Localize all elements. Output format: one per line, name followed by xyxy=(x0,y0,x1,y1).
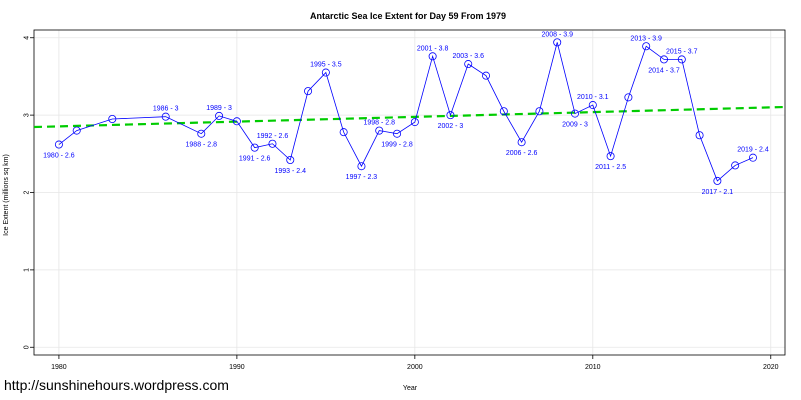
data-point xyxy=(197,129,206,138)
x-tick-label: 2020 xyxy=(763,364,779,371)
point-label: 2011 - 2.5 xyxy=(595,164,626,171)
data-point xyxy=(286,155,295,164)
point-label: 2008 - 3.9 xyxy=(541,31,573,38)
x-tick-label: 1980 xyxy=(51,364,67,371)
point-labels: 1980 - 2.6 1986 - 3 1988 - 2.8 1989 - 3 1991… xyxy=(43,31,769,196)
data-point xyxy=(677,55,686,64)
point-label: 2019 - 2.4 xyxy=(737,147,769,154)
data-point xyxy=(695,131,704,140)
data-point xyxy=(161,112,170,121)
data-point xyxy=(731,161,740,170)
data-point xyxy=(108,114,117,123)
data-point xyxy=(642,42,651,51)
trend-line-path xyxy=(33,105,786,129)
x-tick-label: 1990 xyxy=(229,364,245,371)
point-label: 2002 - 3 xyxy=(438,123,464,130)
data-point xyxy=(232,117,241,126)
x-axis-title: Year xyxy=(403,385,418,392)
data-point xyxy=(215,111,224,120)
point-label: 2010 - 3.1 xyxy=(577,94,609,101)
y-tick-label: 2 xyxy=(24,190,31,194)
data-point xyxy=(606,152,615,161)
point-label: 1995 - 3.5 xyxy=(310,62,342,69)
point-label: 1986 - 3 xyxy=(153,106,179,113)
data-point xyxy=(553,38,562,47)
point-label: 2003 - 3.6 xyxy=(452,53,484,60)
point-label: 1998 - 2.8 xyxy=(363,120,395,127)
data-point xyxy=(748,153,757,162)
axis-ticks: 1980 1990 2000 2010 2020 0 1 2 3 4 xyxy=(24,36,779,371)
point-label: 1989 - 3 xyxy=(206,105,232,112)
data-point xyxy=(624,93,633,102)
data-point xyxy=(250,143,259,152)
data-point xyxy=(713,176,722,185)
point-label: 1992 - 2.6 xyxy=(257,133,289,140)
data-point xyxy=(588,101,597,110)
y-tick-label: 4 xyxy=(24,36,31,40)
data-point xyxy=(446,111,455,120)
data-point xyxy=(393,129,402,138)
data-point xyxy=(321,68,330,77)
data-point xyxy=(517,138,526,147)
point-label: 2017 - 2.1 xyxy=(702,189,734,196)
point-label: 2006 - 2.6 xyxy=(506,150,538,157)
source-url: http://sunshinehours.wordpress.com xyxy=(4,377,229,393)
point-label: 1991 - 2.6 xyxy=(239,156,271,163)
data-point xyxy=(357,162,366,171)
point-label: 1999 - 2.8 xyxy=(381,142,413,149)
data-point xyxy=(499,107,508,116)
data-point xyxy=(571,109,580,118)
y-tick-label: 1 xyxy=(24,268,31,272)
data-point xyxy=(410,118,419,127)
data-point xyxy=(339,128,348,137)
point-label: 2013 - 3.9 xyxy=(630,35,662,42)
data-point xyxy=(72,126,81,135)
point-label: 2015 - 3.7 xyxy=(666,48,698,55)
point-label: 1980 - 2.6 xyxy=(43,153,75,160)
data-point xyxy=(659,55,668,64)
grid xyxy=(34,30,785,355)
data-series xyxy=(54,38,757,185)
data-point xyxy=(375,126,384,135)
y-tick-label: 3 xyxy=(24,113,31,117)
data-point xyxy=(268,139,277,148)
point-label: 2001 - 3.8 xyxy=(417,45,449,52)
data-point xyxy=(482,71,491,80)
data-point xyxy=(535,107,544,116)
data-point xyxy=(464,60,473,69)
y-tick-label: 0 xyxy=(24,345,31,349)
point-label: 2014 - 3.7 xyxy=(648,67,680,74)
chart-title: Antarctic Sea Ice Extent for Day 59 From… xyxy=(310,11,506,21)
trend-line xyxy=(33,105,786,129)
point-label: 1993 - 2.4 xyxy=(274,168,306,175)
data-point xyxy=(428,52,437,61)
x-tick-label: 2010 xyxy=(585,364,601,371)
data-point xyxy=(54,140,63,149)
point-label: 1988 - 2.8 xyxy=(186,142,218,149)
x-tick-label: 2000 xyxy=(407,364,423,371)
y-axis-title: Ice Extent (millions sq km) xyxy=(3,154,10,236)
data-point xyxy=(304,87,313,96)
point-label: 2009 - 3 xyxy=(562,122,588,129)
point-label: 1997 - 2.3 xyxy=(346,174,378,181)
